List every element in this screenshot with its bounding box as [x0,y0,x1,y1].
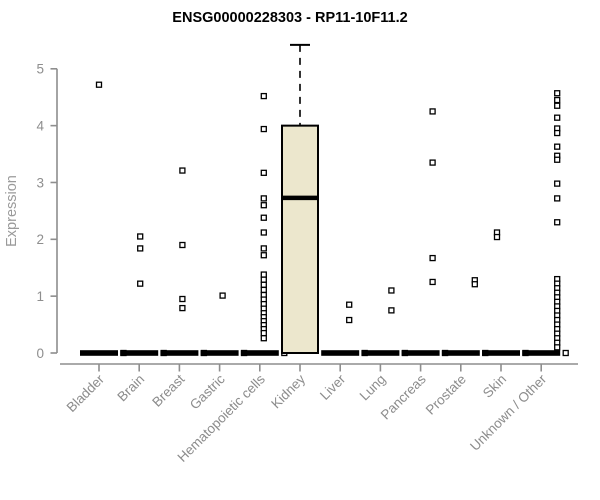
outlier-point [554,96,561,104]
outlier-point [260,125,267,133]
collapsed-box-at-zero [361,350,400,356]
outlier-point [260,276,267,283]
outlier-point [554,180,561,187]
collapsed-box-at-zero [120,350,159,356]
collapsed-box-at-zero [522,350,561,356]
x-category-label: Pancreas [378,371,429,422]
outlier-point [260,252,267,259]
outlier-point [260,286,267,294]
y-axis-label: Expression [4,175,20,247]
chart-title: ENSG00000228303 - RP11-10F11.2 [172,10,407,26]
x-category-label: Skin [480,372,509,401]
outlier-point [429,278,436,286]
collapsed-box-at-zero [240,350,279,356]
outlier-point [554,143,561,150]
outlier-point [554,114,561,121]
outlier-point [260,329,267,337]
collapsed-box-at-zero [482,350,520,356]
x-category-label: Brain [114,372,147,405]
collapsed-box-at-zero [80,350,118,356]
outlier-point [493,233,501,241]
outlier-point [388,287,395,294]
boxplot-series [80,43,569,357]
x-category-label: Unknown / Other [467,371,550,454]
outlier-point [554,195,561,202]
outlier-point [260,202,267,209]
outlier-point [346,301,353,308]
outlier-point [260,229,267,236]
outlier-point [179,304,186,312]
collapsed-box-at-zero [401,350,440,356]
outlier-point [137,280,144,287]
y-tick-label: 1 [36,289,44,304]
outlier-point [429,159,436,166]
outlier-point [260,245,267,252]
outlier-point [554,129,561,137]
outlier-point [137,245,144,252]
x-category-label: Lung [357,372,389,404]
x-category-label: Breast [149,371,187,409]
collapsed-box-at-zero [200,350,239,356]
y-tick-label: 2 [36,232,44,247]
outlier-point [260,195,267,202]
zero-point [562,349,569,357]
y-tick-label: 3 [36,175,44,190]
outlier-point [179,167,186,174]
outlier-point [554,102,561,109]
outlier-point [388,307,395,314]
outlier-point [260,92,267,100]
outlier-point [429,254,436,262]
outlier-point [137,233,144,240]
outlier-point [260,281,267,288]
collapsed-box-at-zero [441,350,480,356]
outlier-point [260,169,267,176]
outlier-point [346,316,353,324]
outlier-point [179,241,186,249]
outlier-point [179,295,186,303]
y-tick-label: 4 [36,118,44,133]
collapsed-box-at-zero [321,350,360,356]
collapsed-box-at-zero [160,350,199,356]
outlier-point [219,292,226,299]
outlier-point [554,90,561,97]
outlier-point [554,156,561,163]
x-category-label: Kidney [268,371,308,411]
outlier-point [260,271,267,278]
y-tick-label: 5 [36,62,44,77]
x-category-label: Bladder [64,371,108,415]
x-category-label: Liver [317,371,349,403]
outlier-point [554,219,561,226]
outlier-point [95,81,103,88]
box [281,124,319,354]
outlier-point [260,214,267,221]
x-category-label: Prostate [423,372,469,418]
outlier-point [554,344,561,351]
outlier-point [260,335,267,342]
outlier-point [429,108,436,115]
outlier-point [471,281,478,288]
y-tick-label: 0 [36,346,44,361]
